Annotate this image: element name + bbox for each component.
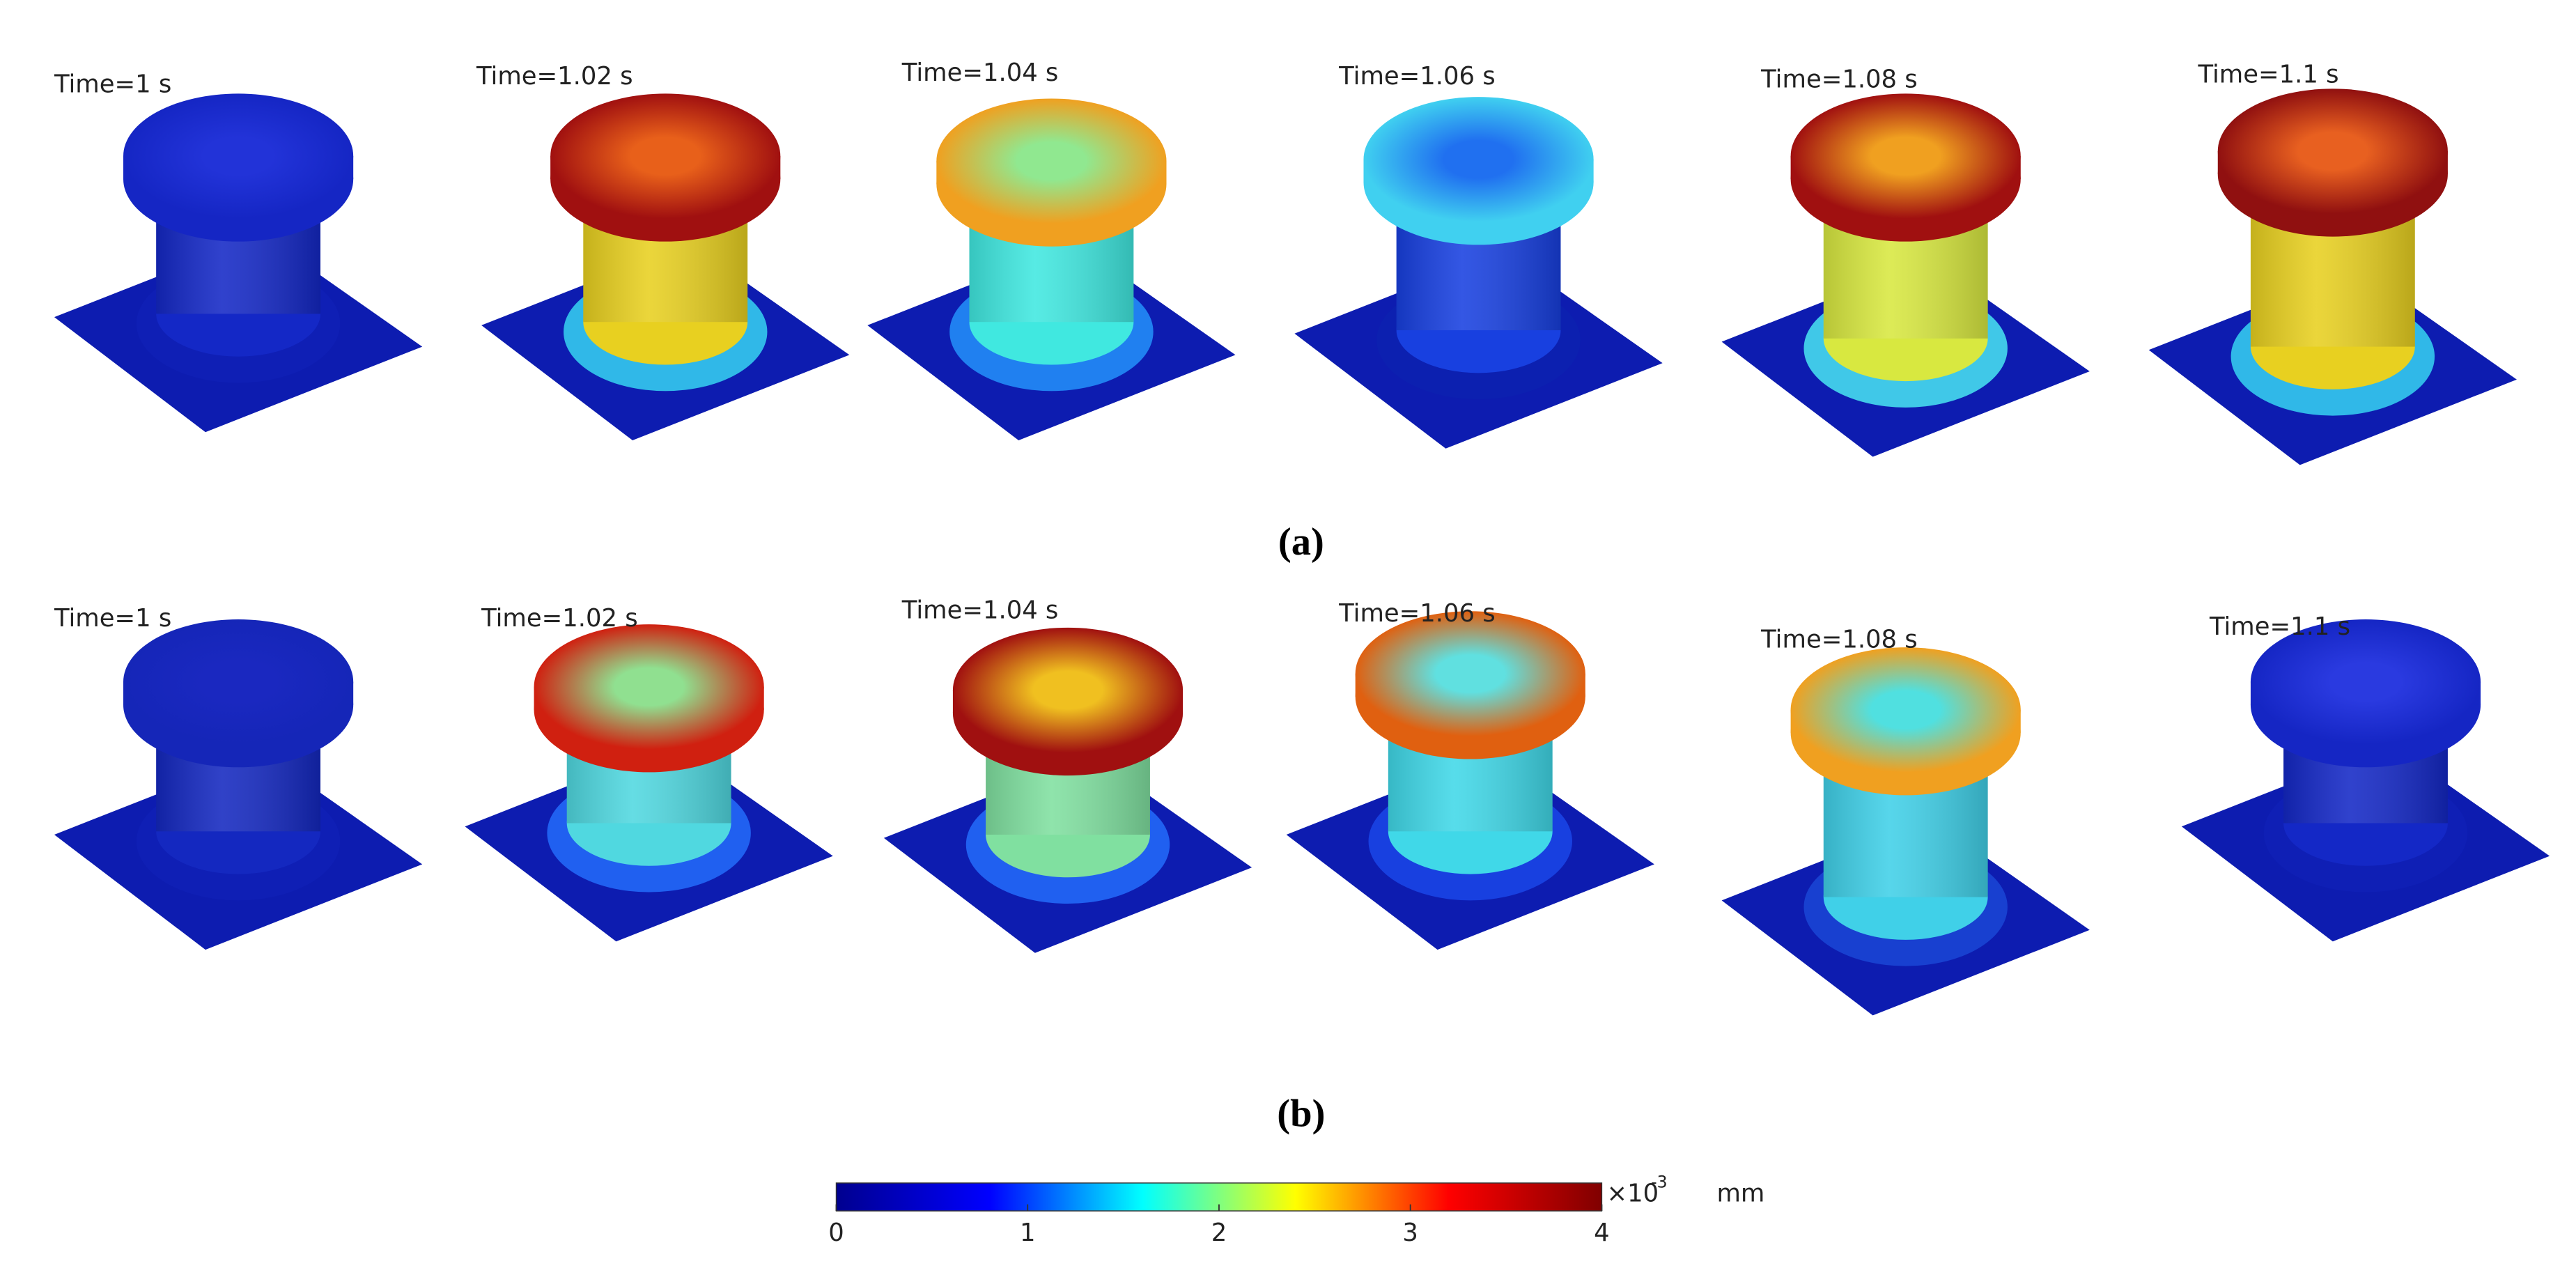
cap-top xyxy=(550,93,781,219)
time-label: Time=1.1 s xyxy=(2197,60,2338,88)
time-label: Time=1.08 s xyxy=(1760,626,1918,654)
cap-top xyxy=(1355,611,1585,736)
cap-top xyxy=(1363,97,1594,222)
colorbar-tick-label: 1 xyxy=(1020,1219,1035,1247)
time-label: Time=1 s xyxy=(54,70,171,99)
cap-top xyxy=(936,98,1167,224)
pillar-render xyxy=(1286,611,1654,950)
pillar-render xyxy=(867,98,1236,441)
colorbar-tick-label: 0 xyxy=(828,1219,844,1247)
cap-top xyxy=(2250,619,2481,745)
colorbar-multiplier: ×10 xyxy=(1606,1179,1659,1207)
pillar-render xyxy=(1294,97,1663,449)
cap-top xyxy=(534,624,764,750)
panel-label: (a) xyxy=(1278,520,1324,564)
colorbar-tick-label: 2 xyxy=(1211,1219,1227,1247)
time-label: Time=1.02 s xyxy=(476,62,633,91)
pillar-render xyxy=(883,627,1252,953)
cap-top xyxy=(1790,93,2021,219)
pillar-render xyxy=(465,624,833,942)
cap-top xyxy=(952,627,1184,753)
time-label: Time=1.1 s xyxy=(2209,612,2350,641)
colorbar-tick-label: 3 xyxy=(1402,1219,1418,1247)
time-label: Time=1.02 s xyxy=(481,604,638,633)
time-label: Time=1 s xyxy=(54,604,171,633)
pillar-render xyxy=(2148,88,2517,465)
time-label: Time=1.04 s xyxy=(901,596,1059,624)
time-label: Time=1.06 s xyxy=(1338,62,1496,91)
pillar-render xyxy=(54,93,423,433)
colorbar-unit: mm xyxy=(1717,1179,1765,1207)
colorbar-exponent: -3 xyxy=(1651,1172,1668,1191)
cap-top xyxy=(123,619,354,745)
pillar-render xyxy=(54,619,423,950)
cap-top xyxy=(123,93,354,219)
cap-top xyxy=(1790,647,2021,773)
time-label: Time=1.04 s xyxy=(901,59,1059,87)
pillar-render xyxy=(1721,647,2090,1016)
pillar-render xyxy=(2181,619,2550,942)
pillar-render xyxy=(1721,93,2090,457)
time-label: Time=1.06 s xyxy=(1338,599,1496,628)
cap-top xyxy=(2217,88,2448,214)
pillar-render xyxy=(481,93,850,441)
time-label: Time=1.08 s xyxy=(1760,65,1918,94)
colorbar-tick-label: 4 xyxy=(1594,1219,1610,1247)
panel-label: (b) xyxy=(1277,1092,1325,1136)
